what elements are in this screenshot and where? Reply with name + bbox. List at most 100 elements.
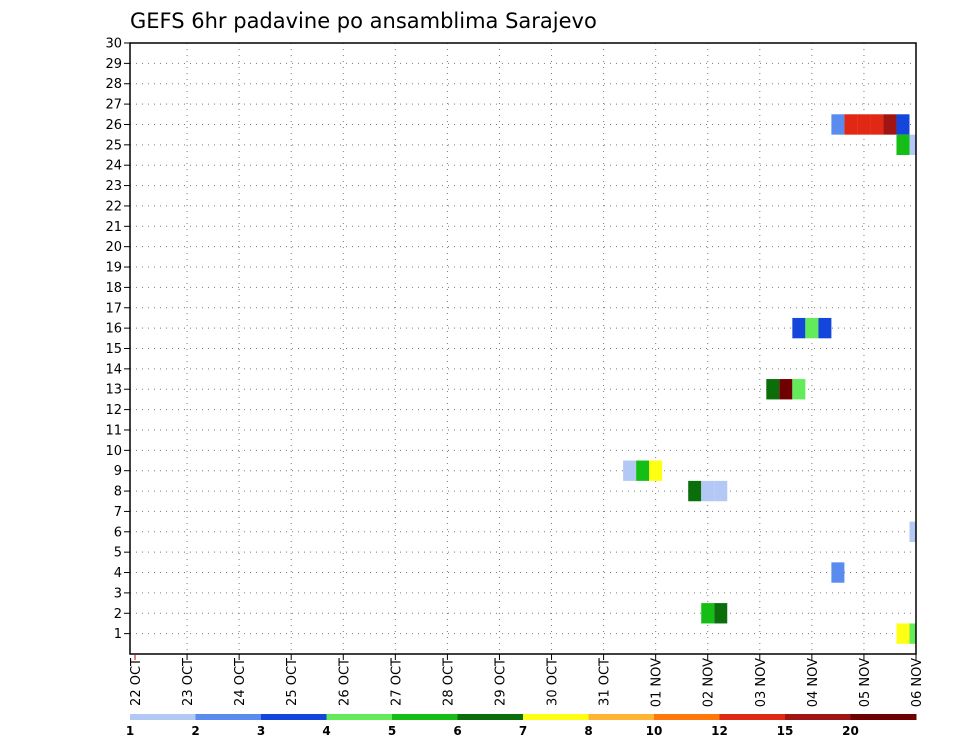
precip-cell: [896, 134, 910, 156]
x-tick-label: 27 OCT: [389, 658, 404, 706]
colorbar-label: 5: [388, 724, 396, 738]
y-tick-label: 4: [114, 566, 122, 581]
y-tick-label: 2: [114, 607, 122, 622]
precip-cell: [792, 317, 806, 339]
y-tick-label: 30: [105, 37, 122, 52]
y-tick-label: 7: [114, 505, 122, 520]
colorbar-label: 15: [777, 724, 794, 738]
y-tick-label: 16: [105, 322, 122, 337]
x-tick-label: 22 OCT: [129, 658, 144, 706]
x-tick-label: 24 OCT: [233, 658, 248, 706]
y-tick-label: 22: [105, 199, 122, 214]
precip-cell: [649, 460, 663, 481]
y-tick-label: 11: [105, 423, 122, 438]
colorbar-swatch: [457, 714, 524, 720]
precip-cell: [688, 480, 702, 502]
colorbar-swatch: [326, 714, 393, 720]
y-tick-label: 17: [105, 301, 122, 316]
x-tick-label: 02 NOV: [702, 658, 717, 707]
y-tick-label: 6: [114, 525, 122, 540]
colorbar-swatch: [195, 714, 262, 720]
x-tick-label: 25 OCT: [285, 658, 300, 706]
precip-cell: [909, 623, 916, 644]
colorbar-swatch: [261, 714, 327, 720]
precip-cell: [896, 623, 910, 644]
y-tick-label: 21: [105, 220, 122, 235]
colorbar-label: 6: [453, 724, 461, 738]
colorbar-swatch: [392, 714, 458, 720]
y-tick-label: 23: [105, 179, 122, 194]
precip-cell: [909, 521, 916, 542]
y-tick-label: 9: [114, 464, 122, 479]
x-tick-label: 04 NOV: [806, 658, 821, 707]
x-axis: 22 OCT 23 OCT 24 OCT 25 OCT 26 OCT 27 OCT 28 O…: [129, 654, 925, 707]
precip-cell: [831, 114, 845, 135]
precip-cell: [831, 562, 845, 583]
y-tick-label: 27: [105, 98, 122, 113]
precip-cell: [805, 317, 819, 339]
y-tick-label: 24: [105, 159, 122, 174]
colorbar-label: 4: [322, 724, 330, 738]
colorbar-label: 20: [842, 724, 859, 738]
colorbar-swatch: [654, 714, 720, 720]
y-tick-label: 29: [105, 57, 122, 72]
precip-cell: [818, 317, 832, 339]
precip-cell: [844, 114, 858, 135]
colorbar-label: 10: [646, 724, 663, 738]
y-tick-label: 14: [105, 362, 122, 377]
x-tick-label: 03 NOV: [754, 658, 769, 707]
precip-cell: [714, 480, 728, 502]
precip-cell: [714, 603, 728, 624]
x-tick-label: 31 OCT: [598, 658, 613, 706]
y-tick-label: 8: [114, 485, 122, 500]
colorbar-label: 1: [126, 724, 134, 738]
y-tick-label: 1: [114, 627, 122, 642]
y-tick-label: 19: [105, 261, 122, 276]
colorbar-label: 12: [711, 724, 728, 738]
y-tick-label: 3: [114, 586, 122, 601]
x-tick-label: 05 NOV: [858, 658, 873, 707]
plot-frame: [129, 42, 917, 655]
y-tick-label: 10: [105, 444, 122, 459]
colorbar-swatch: [588, 714, 655, 720]
chart-title: GEFS 6hr padavine po ansamblima Sarajevo: [130, 9, 597, 33]
colorbar-swatch: [785, 714, 851, 720]
colorbar-swatch: [523, 714, 589, 720]
precip-cell: [636, 460, 650, 481]
precip-cell: [792, 379, 806, 400]
x-tick-label: 06 NOV: [910, 658, 925, 707]
y-tick-label: 18: [105, 281, 122, 296]
precip-cell: [870, 114, 884, 135]
y-tick-label: 20: [105, 240, 122, 255]
x-tick-label: 28 OCT: [441, 658, 456, 706]
y-tick-label: 15: [105, 342, 122, 357]
x-tick-label: 30 OCT: [546, 658, 561, 706]
colorbar-label: 8: [584, 724, 592, 738]
precip-cell: [857, 114, 871, 135]
y-tick-label: 25: [105, 138, 122, 153]
precip-cell: [909, 134, 916, 156]
precip-cell: [701, 603, 715, 624]
colorbar-swatch: [850, 714, 917, 720]
y-tick-label: 12: [105, 403, 122, 418]
x-tick-label: 01 NOV: [650, 658, 665, 707]
precip-cell: [896, 114, 910, 135]
precip-cell: [883, 114, 897, 135]
precip-cell: [623, 460, 637, 481]
y-tick-label: 13: [105, 383, 122, 398]
y-tick-label: 28: [105, 77, 122, 92]
colorbar-swatch: [719, 714, 786, 720]
x-tick-label: 23 OCT: [181, 658, 196, 706]
colorbar-label: 2: [191, 724, 199, 738]
precip-cell: [701, 480, 715, 502]
grid: [130, 42, 917, 654]
colorbar: 1 2 3 4 5 6 7 8 10 12 15 20: [126, 714, 917, 738]
precip-cell: [779, 379, 793, 400]
colorbar-label: 7: [519, 724, 527, 738]
x-tick-label: 29 OCT: [493, 658, 508, 706]
precip-cell: [766, 379, 780, 400]
x-tick-label: 26 OCT: [337, 658, 352, 706]
y-axis: 1234567891011121314151617181920212223242…: [105, 37, 130, 642]
colorbar-label: 3: [257, 724, 265, 738]
y-tick-label: 5: [114, 546, 122, 561]
